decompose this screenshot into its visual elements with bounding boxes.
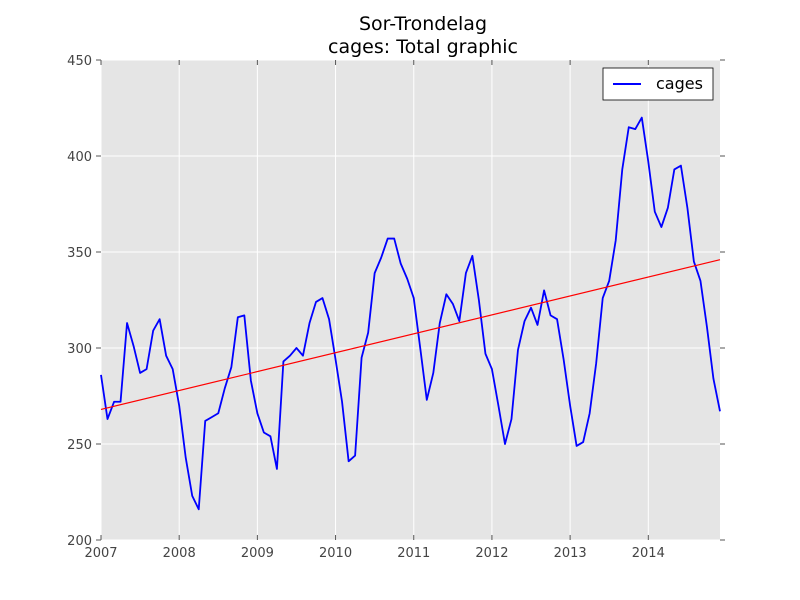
y-tick-label: 450 xyxy=(67,54,92,69)
y-tick-label: 350 xyxy=(67,246,92,261)
trend-line xyxy=(100,259,721,411)
x-tick-label: 2008 xyxy=(163,546,196,561)
y-tick-label: 300 xyxy=(67,342,92,357)
axes xyxy=(96,59,725,541)
series-line-cages xyxy=(100,116,721,511)
tick-labels: 2007 2008 2009 2010 2011 2012 2013 2014 200 250 30… xyxy=(67,54,665,561)
grid-lines xyxy=(100,59,720,541)
x-tick-label: 2009 xyxy=(241,546,274,561)
chart-title: Sor-Trondelag xyxy=(359,13,487,35)
chart-subtitle: cages: Total graphic xyxy=(328,36,518,58)
x-tick-label: 2012 xyxy=(475,546,508,561)
y-tick-label: 250 xyxy=(67,438,92,453)
y-tick-label: 400 xyxy=(67,150,92,165)
x-tick-label: 2011 xyxy=(397,546,430,561)
x-tick-label: 2014 xyxy=(632,546,665,561)
plot-area xyxy=(101,60,720,540)
legend-label-cages: cages xyxy=(656,74,703,93)
trend-layer xyxy=(100,259,721,411)
x-tick-label: 2007 xyxy=(84,546,117,561)
legend: cages xyxy=(602,67,714,101)
y-tick-label: 200 xyxy=(67,534,92,549)
x-tick-label: 2010 xyxy=(319,546,352,561)
series-layer xyxy=(100,116,721,511)
x-tick-label: 2013 xyxy=(554,546,587,561)
